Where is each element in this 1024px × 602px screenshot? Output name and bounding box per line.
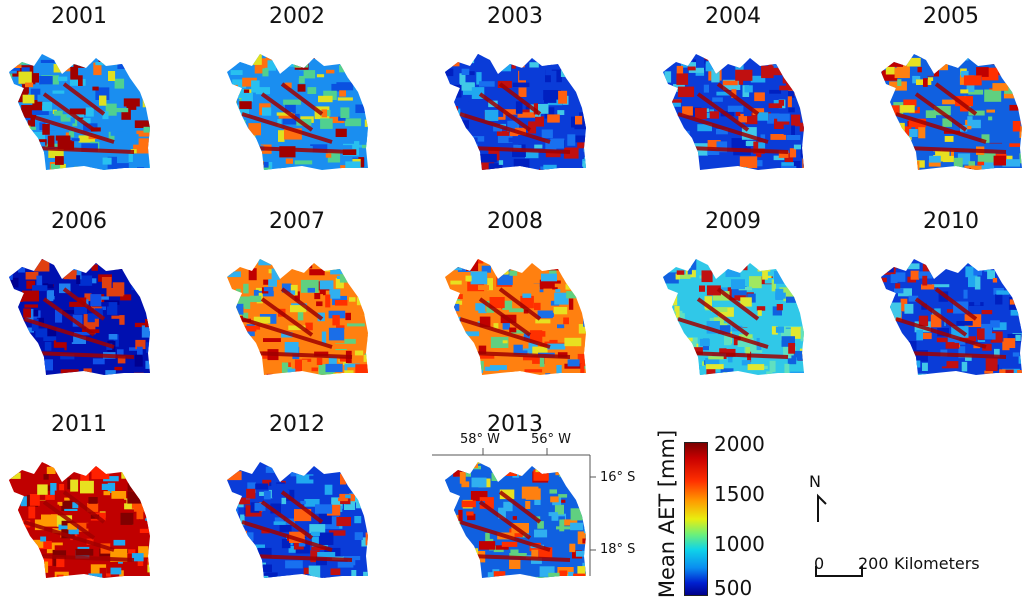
north-arrow-icon [817,493,827,522]
panel-year-label: 2001 [51,4,107,29]
aet-map [9,54,150,170]
colorbar-gradient [684,442,708,596]
colorbar-tick-min: 500 [714,576,753,600]
colorbar-title: Mean AET [mm] [655,429,679,599]
map-panel-2009: 2009 [658,209,808,399]
aet-map [227,462,368,578]
panel-year-label: 2004 [705,4,761,29]
panel-year-label: 2012 [269,412,325,437]
scale-start: 0 [814,554,825,573]
aet-map [227,54,368,170]
map-panel-2012: 2012 [222,412,372,602]
colorbar: Mean AET [mm] 2000 1500 1000 500 [640,430,780,600]
map-panel-2003: 2003 [440,4,590,194]
panel-year-label: 2008 [487,209,543,234]
aet-map [227,259,368,375]
map-panel-2010: 2010 [876,209,1024,399]
aet-map [445,54,586,170]
lat-tick-18s: 18° S [600,542,636,557]
panel-year-label: 2010 [923,209,979,234]
coordinate-axes [432,448,596,576]
panel-year-label: 2007 [269,209,325,234]
map-panel-2007: 2007 [222,209,372,399]
scale-unit: Kilometers [894,554,980,573]
panel-year-label: 2009 [705,209,761,234]
colorbar-tick-1000: 1000 [714,532,765,556]
panel-year-label: 2005 [923,4,979,29]
lat-tick-16s: 16° S [600,470,636,485]
colorbar-tick-max: 2000 [714,432,765,456]
map-panel-2002: 2002 [222,4,372,194]
panel-year-label: 2003 [487,4,543,29]
north-label: N [809,472,821,491]
map-panel-2004: 2004 [658,4,808,194]
map-panel-2011: 2011 [4,412,154,602]
lon-tick-56w: 56° W [531,432,572,447]
panel-year-label: 2013 [487,412,543,437]
panel-year-label: 2011 [51,412,107,437]
map-panel-2006: 2006 [4,209,154,399]
aet-map [445,259,586,375]
lon-tick-58w: 58° W [460,432,501,447]
aet-map [445,462,586,578]
map-panel-2001: 2001 [4,4,154,194]
map-panel-2005: 2005 [876,4,1024,194]
aet-map [663,259,804,375]
scale-bar [815,566,863,577]
panel-year-label: 2006 [51,209,107,234]
colorbar-tick-1500: 1500 [714,482,765,506]
scale-end: 200 [858,554,889,573]
map-panel-2013: 2013 [440,412,590,602]
aet-map [9,462,150,578]
panel-year-label: 2002 [269,4,325,29]
aet-map [881,54,1022,170]
aet-map [663,54,804,170]
aet-map [881,259,1022,375]
aet-map [9,259,150,375]
map-panel-2008: 2008 [440,209,590,399]
